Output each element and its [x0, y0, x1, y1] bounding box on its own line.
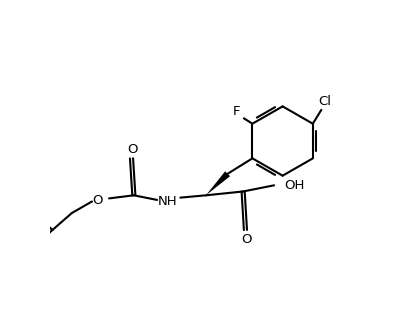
Text: O: O: [241, 234, 251, 247]
Polygon shape: [206, 171, 230, 195]
Text: O: O: [92, 194, 103, 207]
Text: O: O: [127, 143, 138, 156]
Text: OH: OH: [284, 179, 305, 192]
Text: NH: NH: [157, 195, 177, 208]
Text: F: F: [233, 105, 241, 118]
Text: Cl: Cl: [319, 95, 332, 108]
